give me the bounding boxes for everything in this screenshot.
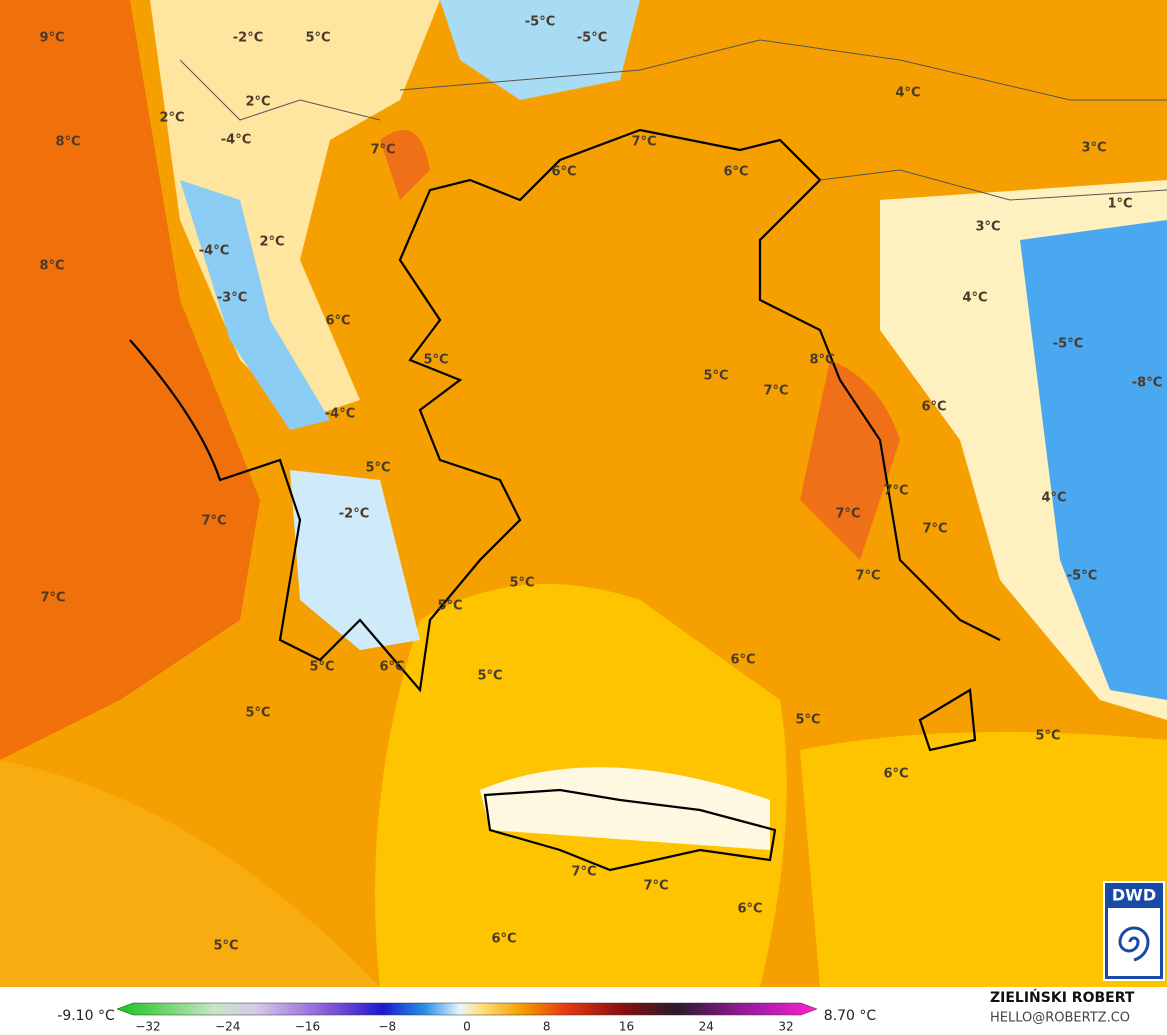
credits: ZIELIŃSKI ROBERT HELLO@ROBERTZ.CO DWD bbox=[990, 881, 1165, 1026]
temperature-label: 7°C bbox=[370, 143, 395, 158]
colorbar-tick-label: 24 bbox=[699, 1020, 714, 1034]
author: ZIELIŃSKI ROBERT bbox=[990, 988, 1135, 1006]
warm-zone bbox=[0, 760, 380, 987]
temperature-label: 7°C bbox=[571, 865, 596, 880]
temperature-label: 7°C bbox=[643, 879, 668, 894]
legend-min: -9.10 °C bbox=[57, 1008, 115, 1024]
temperature-label: 7°C bbox=[201, 514, 226, 529]
temperature-label: 5°C bbox=[509, 576, 534, 591]
colorbar-tick-label: −8 bbox=[378, 1020, 396, 1034]
temperature-label: 5°C bbox=[365, 461, 390, 476]
temperature-label: 6°C bbox=[737, 902, 762, 917]
temperature-label: 7°C bbox=[835, 507, 860, 522]
warm-zone bbox=[380, 130, 430, 200]
temperature-label: 5°C bbox=[1035, 729, 1060, 744]
temperature-label: 7°C bbox=[631, 135, 656, 150]
legend: -9.10 °C 8.70 °C −32 −24 −16 −8 0 8 16 24 32 bbox=[57, 1002, 877, 1034]
border bbox=[399, 39, 1167, 101]
logo-text: DWD bbox=[1112, 886, 1156, 905]
temperature-labels: 9°C -2°C 5°C -5°C -5°C 2°C 2°C -4°C 8°C 7°C 6°C 7°C… bbox=[39, 15, 1162, 954]
temperature-label: 7°C bbox=[763, 384, 788, 399]
warm-zone bbox=[800, 732, 1167, 987]
colorbar-tick-label: −32 bbox=[135, 1020, 160, 1034]
temperature-label: 2°C bbox=[159, 111, 184, 126]
colorbar-tick-label: −16 bbox=[295, 1020, 320, 1034]
temperature-label: 6°C bbox=[379, 660, 404, 675]
temperature-label: 8°C bbox=[39, 259, 64, 274]
colorbar-tick-label: −24 bbox=[215, 1020, 240, 1034]
temperature-label: 5°C bbox=[309, 660, 334, 675]
contact: HELLO@ROBERTZ.CO bbox=[990, 1011, 1130, 1026]
temperature-label: 7°C bbox=[922, 522, 947, 537]
temperature-label: 7°C bbox=[883, 484, 908, 499]
temperature-label: 6°C bbox=[325, 314, 350, 329]
cold-zone bbox=[440, 0, 640, 100]
colorbar-tick-label: 16 bbox=[619, 1020, 634, 1034]
temperature-label: 4°C bbox=[895, 86, 920, 101]
temperature-label: -5°C bbox=[577, 31, 607, 46]
temperature-label: -3°C bbox=[217, 291, 247, 306]
temperature-label: 9°C bbox=[39, 31, 64, 46]
temperature-label: -5°C bbox=[1067, 569, 1097, 584]
temperature-label: 4°C bbox=[962, 291, 987, 306]
temperature-label: -8°C bbox=[1132, 376, 1162, 391]
temperature-label: 5°C bbox=[423, 353, 448, 368]
border bbox=[179, 59, 1167, 201]
temperature-label: 8°C bbox=[55, 135, 80, 150]
coastline bbox=[483, 788, 777, 872]
temperature-label: 2°C bbox=[245, 95, 270, 110]
temperature-label: 5°C bbox=[305, 31, 330, 46]
temperature-label: 6°C bbox=[491, 932, 516, 947]
temperature-label: 5°C bbox=[213, 939, 238, 954]
temperature-label: 3°C bbox=[1081, 141, 1106, 156]
temperature-label: 3°C bbox=[975, 220, 1000, 235]
temperature-label: 7°C bbox=[40, 591, 65, 606]
temperature-label: 2°C bbox=[259, 235, 284, 250]
temperature-label: 5°C bbox=[703, 369, 728, 384]
temperature-label: 1°C bbox=[1107, 197, 1132, 212]
map: 9°C -2°C 5°C -5°C -5°C 2°C 2°C -4°C 8°C 7°C 6°C 7°C… bbox=[0, 0, 1167, 987]
temperature-label: 5°C bbox=[437, 599, 462, 614]
coastline bbox=[129, 128, 1001, 693]
temperature-label: -5°C bbox=[525, 15, 555, 30]
colorbar-ticks: −32 −24 −16 −8 0 8 16 24 32 bbox=[135, 1020, 793, 1034]
temperature-label: 6°C bbox=[730, 653, 755, 668]
colorbar-tick-label: 8 bbox=[543, 1020, 551, 1034]
legend-max: 8.70 °C bbox=[824, 1008, 877, 1024]
cold-zone bbox=[290, 470, 420, 650]
temperature-label: -2°C bbox=[233, 31, 263, 46]
logo-panel bbox=[1108, 908, 1160, 976]
colorbar-tick-label: 0 bbox=[463, 1020, 471, 1034]
temperature-label: -4°C bbox=[221, 133, 251, 148]
temperature-label: 7°C bbox=[855, 569, 880, 584]
temperature-label: 5°C bbox=[245, 706, 270, 721]
warm-zone bbox=[800, 360, 900, 560]
temperature-label: 5°C bbox=[795, 713, 820, 728]
temperature-label: -4°C bbox=[325, 407, 355, 422]
temperature-label: 4°C bbox=[1041, 491, 1066, 506]
temperature-label: -4°C bbox=[199, 244, 229, 259]
temperature-label: -2°C bbox=[339, 507, 369, 522]
temperature-label: 6°C bbox=[723, 165, 748, 180]
temperature-label: 6°C bbox=[921, 400, 946, 415]
cold-zone bbox=[180, 180, 330, 430]
coastline bbox=[918, 688, 977, 752]
temperature-label: 6°C bbox=[551, 165, 576, 180]
cold-zone bbox=[1020, 220, 1167, 700]
colorbar bbox=[116, 1002, 818, 1016]
temperature-label: 6°C bbox=[883, 767, 908, 782]
temperature-label: -5°C bbox=[1053, 337, 1083, 352]
temperature-label: 5°C bbox=[477, 669, 502, 684]
logo-swirl bbox=[1118, 926, 1150, 962]
temperature-label: 8°C bbox=[809, 353, 834, 368]
warm-sea bbox=[0, 0, 260, 760]
cold-zone bbox=[480, 767, 770, 850]
colorbar-tick-label: 32 bbox=[778, 1020, 793, 1034]
